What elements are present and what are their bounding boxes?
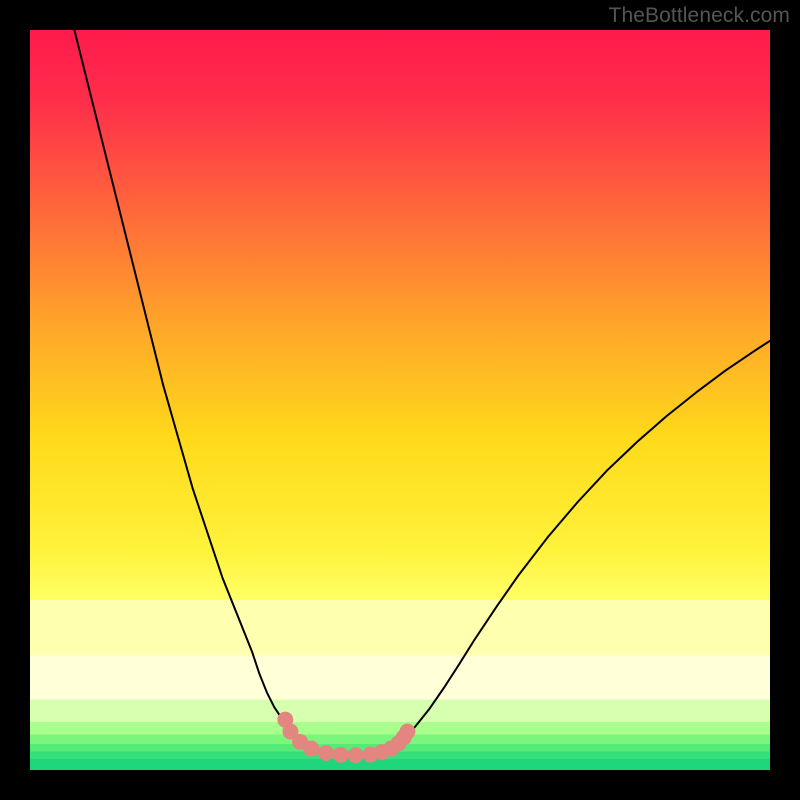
bottom-marker xyxy=(303,741,319,757)
chart-container: { "watermark": { "text": "TheBottleneck.… xyxy=(0,0,800,800)
bottom-marker xyxy=(318,745,334,761)
gradient-background xyxy=(30,30,770,770)
watermark-text: TheBottleneck.com xyxy=(609,4,790,28)
bottom-marker xyxy=(333,747,349,763)
bottom-marker xyxy=(399,724,415,740)
bottleneck-curve-chart xyxy=(0,0,800,800)
bottom-marker xyxy=(348,747,364,763)
